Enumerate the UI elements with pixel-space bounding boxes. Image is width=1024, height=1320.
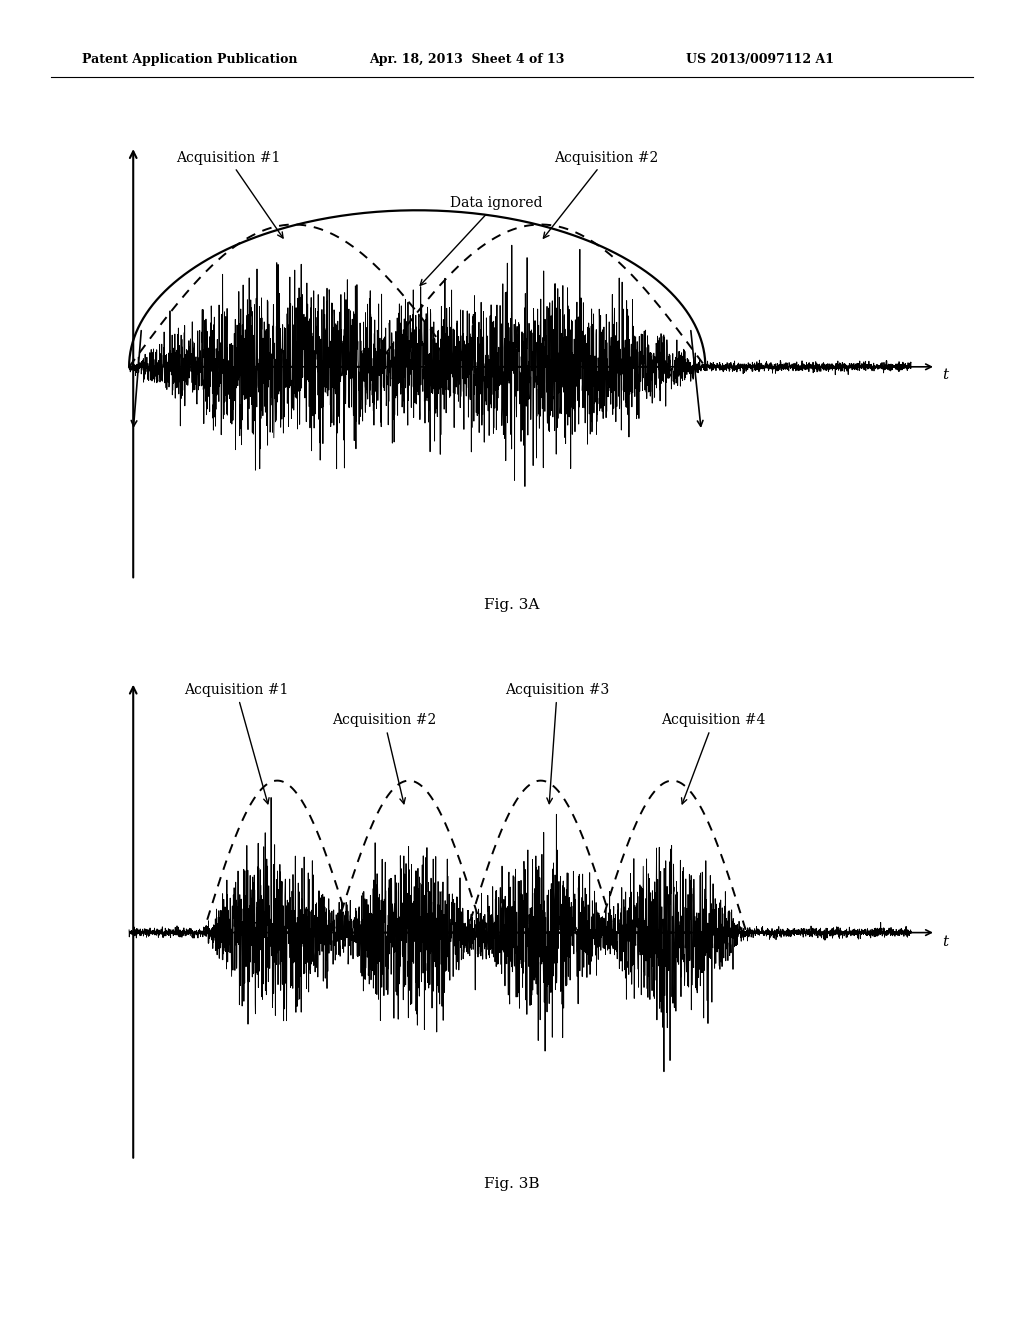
Text: Acquisition #1: Acquisition #1 — [184, 682, 289, 804]
Text: Acquisition #2: Acquisition #2 — [332, 713, 436, 804]
Text: Acquisition #3: Acquisition #3 — [505, 682, 609, 804]
Text: Fig. 3A: Fig. 3A — [484, 598, 540, 612]
Text: Apr. 18, 2013  Sheet 4 of 13: Apr. 18, 2013 Sheet 4 of 13 — [369, 53, 564, 66]
Text: t: t — [942, 935, 948, 949]
Text: US 2013/0097112 A1: US 2013/0097112 A1 — [686, 53, 835, 66]
Text: Fig. 3B: Fig. 3B — [484, 1177, 540, 1192]
Text: Acquisition #2: Acquisition #2 — [544, 150, 658, 238]
Text: t: t — [942, 368, 948, 383]
Text: Patent Application Publication: Patent Application Publication — [82, 53, 297, 66]
Text: Acquisition #1: Acquisition #1 — [176, 150, 283, 238]
Text: Acquisition #4: Acquisition #4 — [662, 713, 766, 804]
Text: Data ignored: Data ignored — [420, 197, 543, 285]
